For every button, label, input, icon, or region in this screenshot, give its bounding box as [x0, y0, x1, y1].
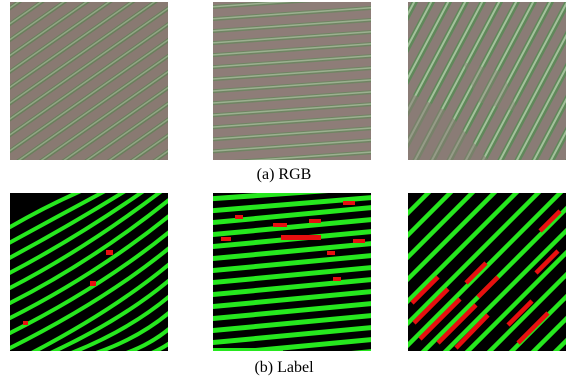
rgb-image-2-canvas — [213, 2, 371, 160]
rgb-image-3-canvas — [408, 2, 566, 160]
label-image-1 — [10, 193, 168, 351]
rgb-image-1 — [10, 2, 168, 160]
label-image-2 — [213, 193, 371, 351]
label-image-2-canvas — [213, 193, 371, 351]
caption-label: (b) Label — [254, 359, 314, 376]
rgb-image-1-canvas — [10, 2, 168, 160]
caption-rgb: (a) RGB — [256, 166, 312, 183]
label-image-3-canvas — [408, 193, 566, 351]
rgb-image-2 — [213, 2, 371, 160]
label-image-1-canvas — [10, 193, 168, 351]
rgb-image-3 — [408, 2, 566, 160]
label-image-3 — [408, 193, 566, 351]
